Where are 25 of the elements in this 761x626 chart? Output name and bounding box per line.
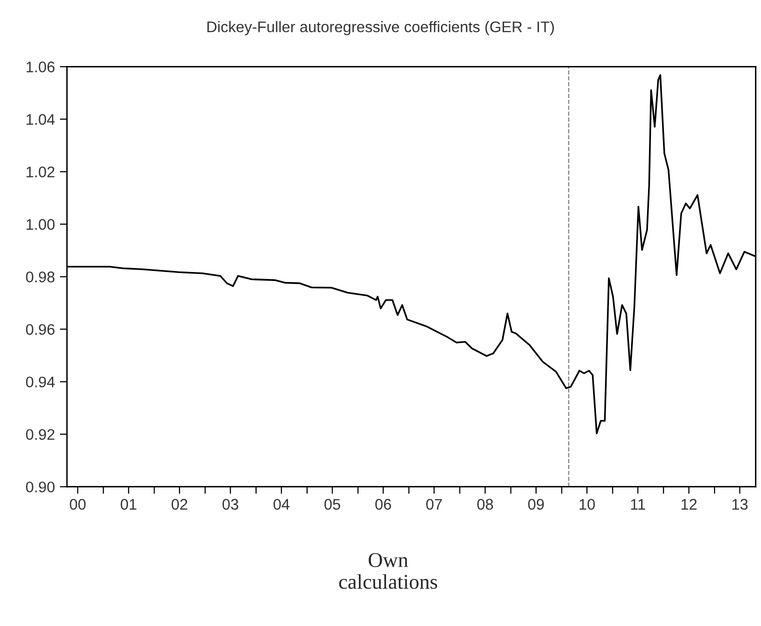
x-tick-label: 01 <box>120 498 136 510</box>
x-tick-label: 05 <box>324 498 340 510</box>
chart-title: Dickey-Fuller autoregressive coefficients (GER - IT) <box>207 21 554 36</box>
x-tick-label: 06 <box>375 498 392 510</box>
y-tick-label: 0.98 <box>26 272 54 282</box>
x-tick-label: 03 <box>222 498 238 510</box>
y-tick-label: 0.96 <box>26 324 54 335</box>
x-tick-label: 07 <box>426 498 442 510</box>
text: Own calculations <box>339 553 438 589</box>
x-tick-label: 08 <box>477 498 493 510</box>
y-tick-label: 0.94 <box>26 376 55 388</box>
y-tick-label: 1.02 <box>26 166 54 178</box>
y-tick-label: 0.90 <box>26 482 55 492</box>
x-tick-label: 04 <box>274 498 290 510</box>
y-tick-label: 1.04 <box>26 114 55 125</box>
x-tick-label: 12 <box>682 498 697 510</box>
y-tick-label: 1.06 <box>26 62 54 72</box>
x-tick-label: 09 <box>528 498 544 510</box>
x-tick-label: 00 <box>70 498 86 510</box>
x-tick-label: 10 <box>580 498 595 510</box>
y-tick-label: 0.92 <box>26 429 54 440</box>
y-tick-label: 1.00 <box>26 219 55 230</box>
x-tick-label: 11 <box>631 499 646 510</box>
x-tick-label: 13 <box>732 498 748 510</box>
x-tick-label: 02 <box>172 498 188 510</box>
